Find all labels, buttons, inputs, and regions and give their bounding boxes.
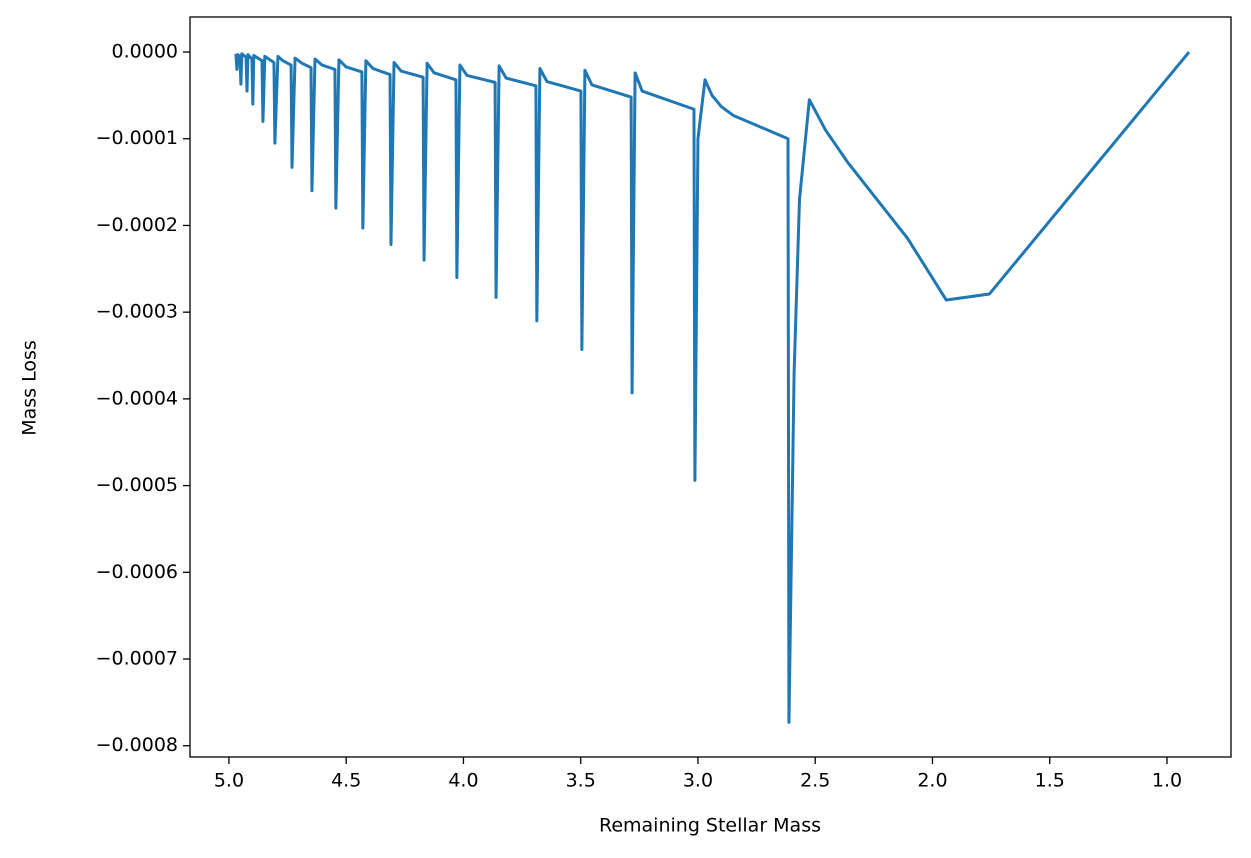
y-tick-label: −0.0006 (96, 561, 178, 583)
plot-frame (189, 16, 1232, 758)
y-tick-label: −0.0004 (96, 387, 178, 409)
y-tick-label: −0.0003 (96, 301, 178, 323)
y-axis-label: Mass Loss (19, 340, 41, 436)
x-tick-label: 5.0 (214, 770, 244, 792)
x-tick-label: 2.0 (917, 770, 947, 792)
y-tick-label: −0.0008 (96, 734, 178, 756)
y-tick-label: −0.0001 (96, 127, 178, 149)
x-tick-label: 3.0 (683, 770, 713, 792)
y-tick-label: 0.0000 (112, 41, 178, 63)
x-tick-label: 4.5 (331, 770, 361, 792)
data-line (234, 51, 1191, 724)
x-tick-label: 3.5 (566, 770, 596, 792)
y-tick-label: −0.0002 (96, 214, 178, 236)
x-axis-label: Remaining Stellar Mass (599, 815, 821, 837)
x-tick-label: 1.5 (1035, 770, 1065, 792)
x-tick-label: 1.0 (1152, 770, 1182, 792)
x-tick-label: 2.5 (800, 770, 830, 792)
x-tick-label: 4.0 (448, 770, 478, 792)
y-tick-label: −0.0005 (96, 474, 178, 496)
y-tick-label: −0.0007 (96, 648, 178, 670)
